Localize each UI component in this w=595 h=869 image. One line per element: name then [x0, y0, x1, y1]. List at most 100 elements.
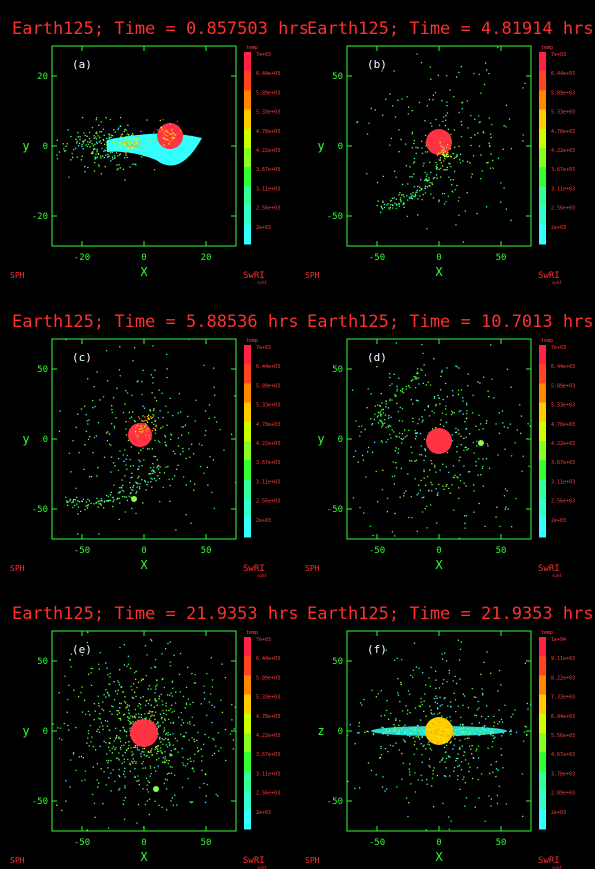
particle [446, 717, 448, 719]
particle [482, 132, 485, 134]
particle [129, 166, 131, 168]
particle [401, 658, 403, 661]
particle [171, 680, 174, 682]
particle [138, 702, 140, 705]
particle [203, 472, 205, 474]
particle [129, 723, 131, 725]
particle [114, 131, 116, 133]
particle [204, 801, 207, 804]
particle [105, 741, 107, 744]
particle [421, 497, 424, 499]
particle [85, 505, 87, 507]
particle [230, 433, 233, 436]
particle [135, 492, 137, 494]
particle [165, 788, 168, 790]
particle [179, 733, 182, 736]
particle [455, 427, 457, 430]
particle [90, 667, 92, 670]
particle [529, 425, 531, 427]
particle [432, 805, 435, 808]
particle [447, 153, 449, 156]
colorbar-label: 2.56e+03 [256, 791, 280, 797]
particle [406, 713, 409, 715]
particle [138, 465, 140, 468]
particle [134, 145, 136, 147]
particle [435, 732, 437, 735]
particle [82, 142, 85, 144]
particle [397, 694, 400, 696]
particle [417, 214, 419, 216]
particle [454, 675, 456, 678]
particle [443, 169, 445, 171]
particle [150, 688, 152, 690]
particle [467, 706, 470, 709]
particle [131, 488, 133, 491]
particle [108, 133, 110, 135]
particle [193, 738, 195, 741]
particle [90, 502, 92, 504]
particle [163, 731, 165, 733]
particle [396, 204, 398, 206]
particle [372, 534, 374, 537]
particle [191, 672, 193, 675]
particle [411, 728, 413, 730]
particle [158, 698, 160, 700]
particle [205, 795, 207, 797]
particle [161, 716, 163, 719]
particle [497, 454, 499, 456]
particle [381, 441, 384, 443]
particle [97, 135, 99, 137]
particle [86, 135, 88, 137]
particle [154, 699, 156, 702]
particle [520, 415, 523, 417]
particle [149, 767, 152, 769]
particle [95, 138, 98, 140]
particle [129, 146, 131, 148]
particle [475, 714, 477, 717]
particle [490, 731, 492, 733]
particle [162, 761, 164, 764]
particle [162, 426, 164, 428]
particle [129, 717, 131, 720]
particle [471, 412, 474, 414]
particle [470, 176, 473, 178]
particle [466, 100, 469, 102]
particle [381, 207, 383, 209]
particle [420, 697, 422, 700]
particle [414, 707, 417, 709]
particle [119, 375, 121, 377]
particle [492, 167, 494, 169]
particle [522, 140, 524, 142]
particle [389, 206, 392, 209]
particle [376, 501, 379, 503]
particle [94, 156, 96, 158]
particle [456, 184, 458, 187]
particle [91, 143, 93, 145]
particle [447, 151, 449, 154]
colorbar-segment [244, 694, 251, 715]
particle [453, 129, 456, 131]
particle [136, 435, 138, 437]
particle [490, 136, 492, 139]
particle [136, 747, 138, 749]
particle [449, 742, 451, 744]
particle [446, 483, 448, 486]
particle [382, 776, 384, 778]
particle [458, 71, 460, 74]
particle [96, 730, 98, 733]
particle [420, 188, 422, 190]
particle [510, 455, 513, 457]
particle [172, 139, 174, 141]
particle [93, 437, 96, 439]
particle [99, 503, 102, 505]
particle [114, 157, 116, 159]
particle [466, 192, 468, 194]
x-tick-label: 50 [496, 838, 507, 848]
particle [169, 500, 171, 503]
particle [177, 716, 180, 719]
particle [446, 396, 449, 398]
particle [72, 753, 75, 755]
particle [440, 145, 442, 147]
particle [510, 526, 513, 528]
particle [409, 771, 411, 773]
